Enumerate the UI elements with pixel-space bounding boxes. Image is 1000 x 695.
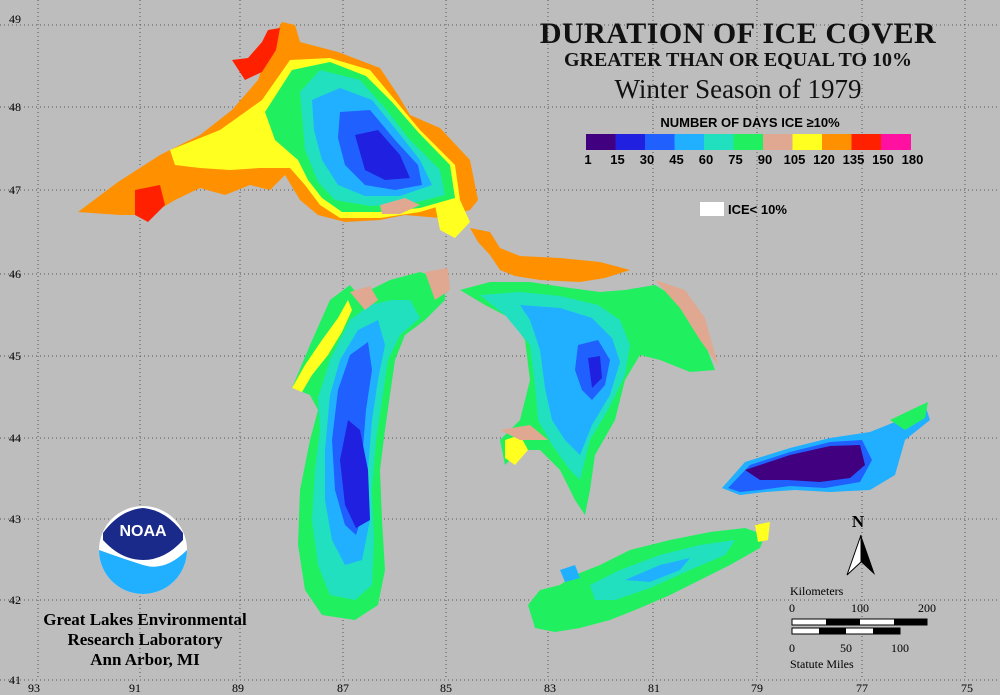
legend-swatch [792,134,823,150]
legend-tick-label: 15 [610,152,624,167]
lon-label: 83 [544,681,556,695]
lat-label: 49 [9,12,21,26]
scale-km-label: Kilometers [790,584,844,598]
scale-mi-label: Statute Miles [790,657,854,671]
scale-mi-segment [873,628,900,634]
organization-block: Great Lakes Environmental Research Labor… [43,610,247,669]
north-channel [470,228,630,282]
lake-michigan [292,268,450,620]
legend-tick-label: 180 [902,152,924,167]
scale-km-segment [826,619,860,625]
legend-swatch [851,134,882,150]
scale-km-tick: 200 [918,601,936,615]
legend-tick-label: 135 [843,152,865,167]
scale-mi-tick: 50 [840,641,852,655]
legend-swatch [822,134,852,150]
north-arrow: N [846,512,875,576]
map-title: DURATION OF ICE COVER [540,17,936,50]
legend-swatch [615,134,646,150]
legend-swatch [763,134,793,150]
season-label: Winter Season of 1979 [614,74,861,104]
lat-label: 42 [9,593,21,607]
lat-label: 48 [9,100,21,114]
legend-tick-label: 105 [784,152,806,167]
north-arrow-right [861,535,875,575]
legend-tick-label: 60 [699,152,713,167]
lon-label: 91 [129,681,141,695]
lon-label: 75 [961,681,973,695]
legend-tick-label: 75 [728,152,742,167]
lake-ontario [722,402,930,495]
latitude-labels: 49 48 47 46 45 44 43 42 41 [9,12,21,687]
legend-swatch [881,134,911,150]
legend-swatch [645,134,675,150]
lon-label: 87 [337,681,349,695]
legend-tick-label: 150 [872,152,894,167]
lon-label: 81 [648,681,660,695]
legend-tick-label: 120 [813,152,835,167]
north-label: N [852,512,865,531]
north-arrow-left [846,534,862,576]
lat-label: 41 [9,673,21,687]
lon-label: 79 [751,681,763,695]
legend-swatch [733,134,764,150]
lake-erie [528,522,770,632]
lon-label: 89 [232,681,244,695]
map-subtitle: GREATER THAN OR EQUAL TO 10% [564,49,912,71]
legend-labels: 1 15 30 45 60 75 90 105 120 135 150 180 [584,152,923,167]
lat-label: 46 [9,267,21,281]
scale-mi-tick: 0 [789,641,795,655]
legend-swatches [586,134,911,150]
logo-upper [103,508,183,560]
lake-superior [78,22,478,238]
legend-swatch [674,134,705,150]
lon-label: 85 [440,681,452,695]
lon-label: 93 [28,681,40,695]
lat-label: 44 [9,431,21,445]
longitude-labels: 93 91 89 87 85 83 81 79 77 75 [28,681,973,695]
lat-label: 47 [9,183,21,197]
no-ice-label: ICE< 10% [728,202,787,217]
no-ice-swatch [700,202,724,216]
scale-bar: Kilometers 0 100 200 0 50 100 Statute Mi… [789,584,936,671]
legend-title: NUMBER OF DAYS ICE ≥10% [660,115,840,130]
lat-label: 43 [9,512,21,526]
logo-lower [99,550,187,594]
org-line-2: Research Laboratory [67,630,223,649]
lat-label: 45 [9,349,21,363]
noaa-logo: NOAA [99,506,187,594]
org-line-1: Great Lakes Environmental [43,610,247,629]
scale-mi-segment [819,628,846,634]
legend-tick-label: 1 [584,152,591,167]
lon-label: 77 [856,681,868,695]
scale-km-tick: 100 [851,601,869,615]
title-block: DURATION OF ICE COVER GREATER THAN OR EQ… [540,17,936,104]
legend: NUMBER OF DAYS ICE ≥10% 1 15 30 45 60 75 90 105… [584,115,923,217]
legend-swatch [704,134,734,150]
lake-huron [460,280,718,515]
org-line-3: Ann Arbor, MI [90,650,200,669]
legend-tick-label: 90 [758,152,772,167]
scale-mi-tick: 100 [891,641,909,655]
scale-km-segment [894,619,927,625]
legend-tick-label: 45 [669,152,683,167]
legend-swatch [586,134,616,150]
scale-km-tick: 0 [789,601,795,615]
legend-tick-label: 30 [640,152,654,167]
logo-text: NOAA [119,523,167,540]
